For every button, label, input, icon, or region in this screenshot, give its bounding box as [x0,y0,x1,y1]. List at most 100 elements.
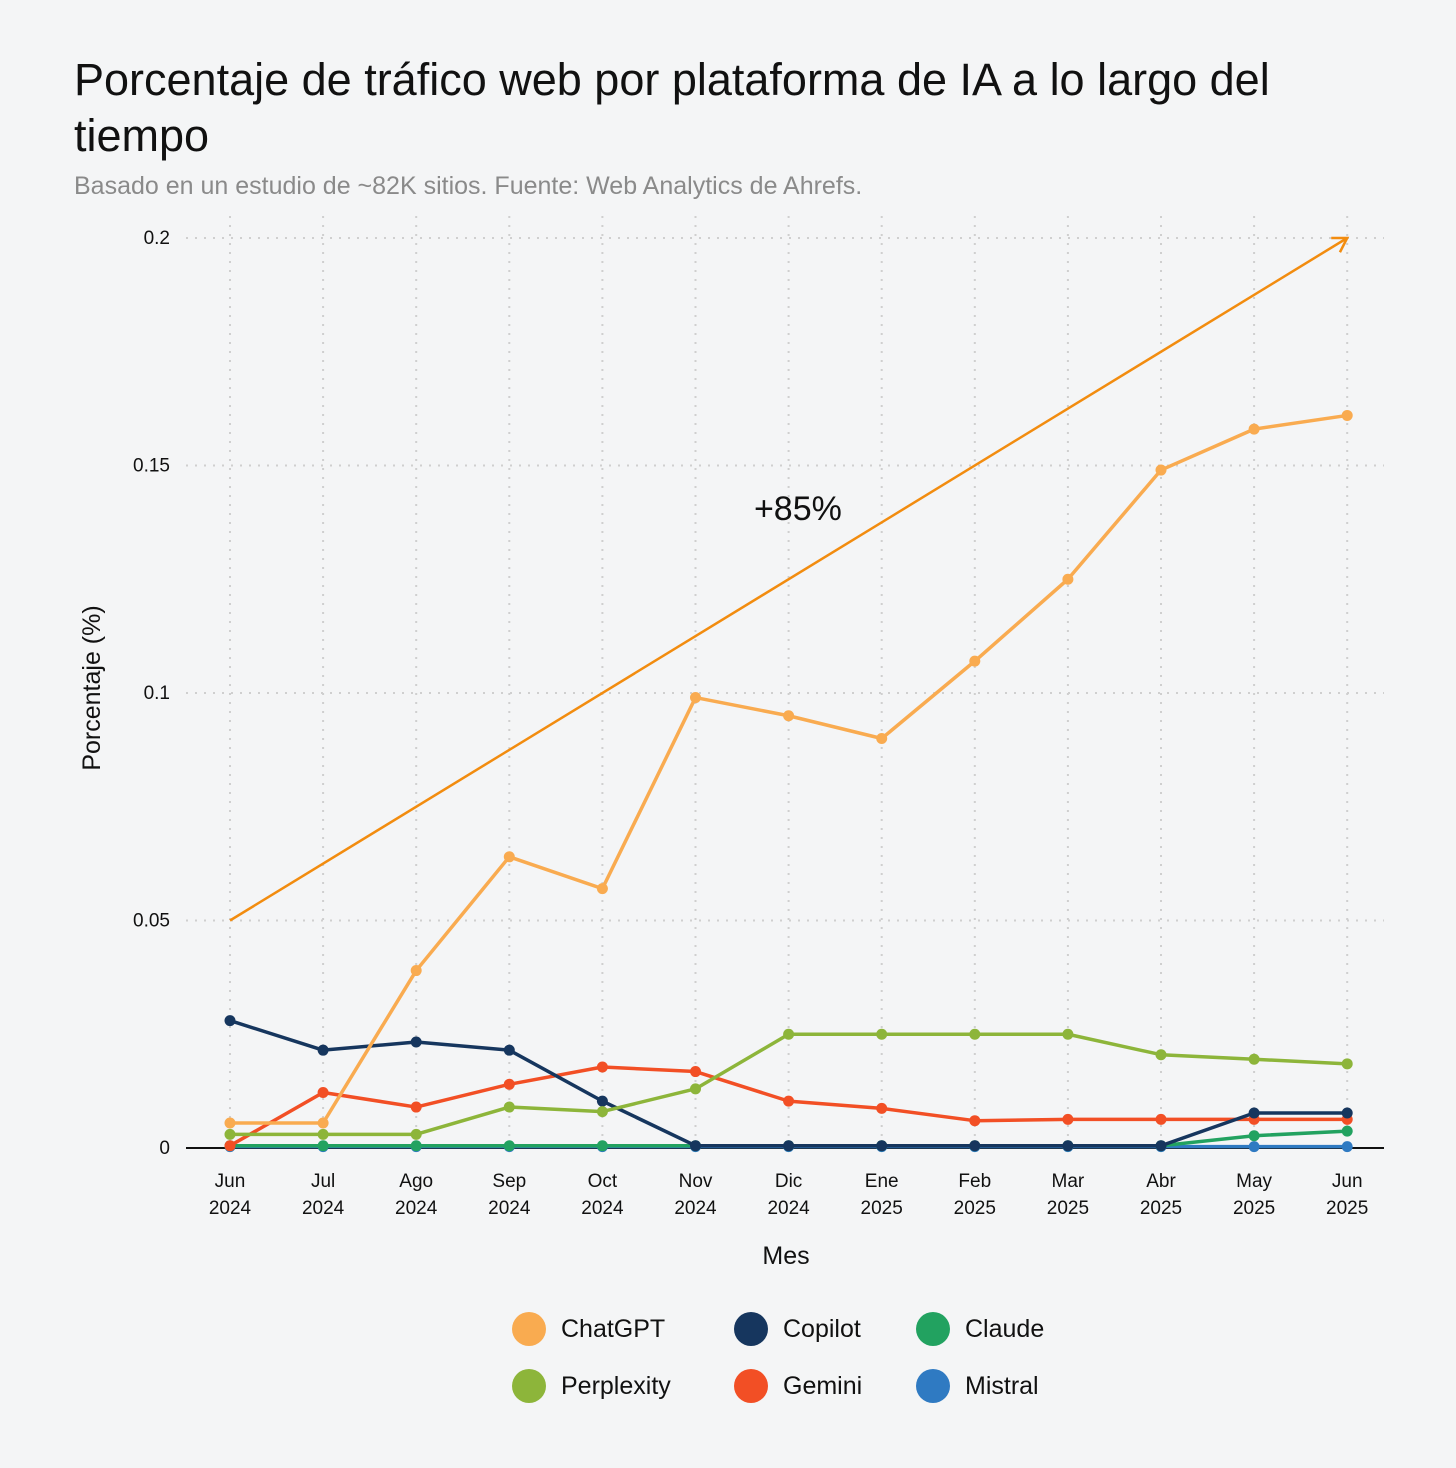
legend-swatch [512,1312,546,1346]
data-point [783,1028,795,1040]
legend-swatch [734,1369,768,1403]
x-tick-year: 2025 [1233,1198,1275,1219]
trend-arrow-line [229,236,1348,922]
legend-item-claude: Claude [916,1312,1076,1346]
gridlines [186,216,1384,1148]
data-point [1155,1140,1167,1152]
data-point [1062,1113,1074,1125]
data-point [876,1028,888,1040]
legend-item-chatgpt: ChatGPT [512,1312,734,1346]
data-point [410,965,422,977]
data-point [1248,1053,1260,1065]
y-tick-label: 0.05 [133,911,170,932]
legend: ChatGPT Copilot Claude Perplexity Gemini Mist… [512,1312,1076,1403]
x-tick-month: Jul [311,1171,335,1192]
data-point [503,851,515,863]
legend-swatch [916,1369,950,1403]
y-tick-label: 0 [159,1138,170,1159]
data-point [503,1140,515,1152]
x-tick-month: Nov [679,1171,713,1192]
data-point [1341,409,1353,421]
chart-title: Porcentaje de tráfico web por plataforma… [74,54,1270,161]
data-point [690,1140,701,1152]
trend-annotation: +85% [229,236,1350,922]
x-tick-month: Abr [1146,1171,1176,1192]
data-point [783,1140,795,1152]
trend-label: +85% [754,490,842,528]
x-tick-year: 2024 [488,1198,531,1219]
data-point [969,1140,981,1152]
x-tick-month: Mar [1052,1171,1085,1192]
data-point [1248,1130,1260,1142]
data-point [1248,423,1260,435]
data-point [317,1086,329,1098]
x-tick-year: 2025 [1047,1198,1089,1219]
data-point [1341,1125,1353,1137]
x-tick-year: 2025 [861,1198,903,1219]
data-point [1248,1107,1260,1119]
x-tick-year: 2024 [674,1198,717,1219]
data-point [690,1083,701,1095]
y-tick-label: 0.2 [144,228,170,249]
series-perplexity [224,1028,1353,1140]
data-point [410,1036,422,1048]
legend-label: Gemini [783,1371,863,1400]
data-point [317,1044,329,1056]
series-chatgpt [224,409,1353,1129]
data-point [596,1106,608,1118]
x-tick-month: Ene [865,1171,899,1192]
data-point [969,1028,981,1040]
data-point [224,1015,236,1027]
data-point [503,1101,515,1113]
x-tick-month: Feb [958,1171,991,1192]
data-point [783,1095,795,1107]
data-point [1062,1140,1074,1152]
series-gemini [224,1061,1353,1152]
data-point [596,1061,608,1073]
data-point [224,1128,236,1140]
legend-label: Mistral [965,1371,1039,1400]
data-point [224,1117,236,1129]
x-tick-month: Jun [215,1171,246,1192]
x-tick-year: 2025 [954,1198,996,1219]
data-point [876,1102,888,1114]
data-point [317,1117,329,1129]
data-point [410,1101,422,1113]
x-tick-year: 2024 [395,1198,438,1219]
data-point [1341,1107,1353,1119]
data-point [1155,464,1167,476]
x-axis: Jun 2024 Jul 2024 Ago 2024 Sep 2024 Oct 2024 Nov 20… [186,1147,1384,1219]
legend-label: ChatGPT [561,1314,666,1343]
legend-swatch [916,1312,950,1346]
legend-swatch [512,1369,546,1403]
data-point [410,1140,422,1152]
x-tick-month: Sep [492,1171,526,1192]
legend-item-gemini: Gemini [734,1369,916,1403]
data-point [410,1128,422,1140]
y-axis-title: Porcentaje (%) [78,605,106,770]
data-point [876,733,888,744]
data-point [690,692,701,704]
data-point [969,655,981,667]
chart-subtitle: Basado en un estudio de ~82K sitios. Fue… [74,172,863,200]
data-point [1155,1049,1167,1061]
y-axis: 0 0.05 0.1 0.15 0.2 [133,228,170,1159]
y-tick-label: 0.1 [144,683,170,704]
data-point [596,1095,608,1107]
data-point [1155,1113,1167,1125]
x-tick-year: 2025 [1140,1198,1182,1219]
data-point [224,1140,236,1152]
x-axis-title: Mes [762,1242,809,1270]
legend-label: Claude [965,1314,1045,1343]
data-point [1341,1141,1353,1153]
data-point [969,1115,981,1127]
data-point [876,1140,888,1152]
line-chart: 0 0.05 0.1 0.15 0.2 Jun 2024 Jul 2024 Ago 2024 Sep… [78,216,1384,1270]
x-tick-year: 2025 [1326,1198,1368,1219]
data-point [1341,1058,1353,1070]
data-point [503,1078,515,1090]
legend-item-copilot: Copilot [734,1312,916,1346]
x-tick-month: May [1236,1171,1272,1192]
data-point [690,1066,701,1078]
data-point [503,1044,515,1056]
